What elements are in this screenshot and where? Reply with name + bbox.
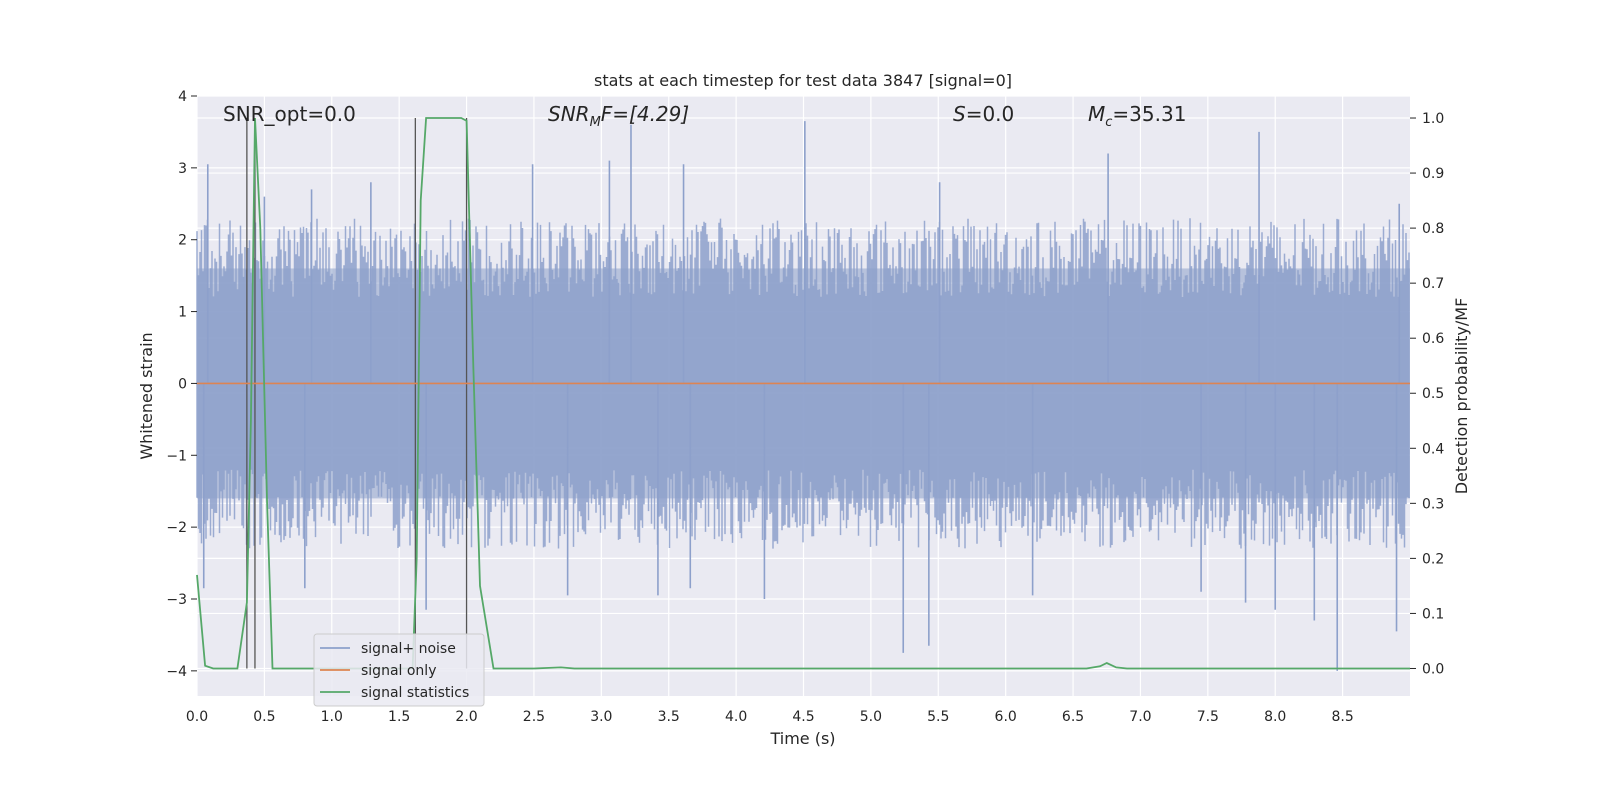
annotation-snr-mf-value: F=[4.29] <box>601 102 689 126</box>
x-tick-label: 6.0 <box>995 709 1017 725</box>
y-tick-label: −1 <box>166 448 187 464</box>
y-right-axis-label: Detection probability/MF <box>1452 298 1471 495</box>
x-tick-label: 5.0 <box>860 709 882 725</box>
x-tick-label: 2.5 <box>523 709 545 725</box>
annotation-snr-opt: SNR_opt=0.0 <box>223 102 356 126</box>
annotation-mc-value: =35.31 <box>1112 102 1186 126</box>
y-tick-label: 3 <box>178 161 187 177</box>
y-tick-label: −2 <box>166 520 187 536</box>
noise-spikes <box>202 121 1401 671</box>
annotation-mc-label: M <box>1088 102 1105 126</box>
x-tick-label: 0.5 <box>253 709 275 725</box>
x-tick-label: 2.0 <box>455 709 477 725</box>
legend: signal+ noise signal only signal statist… <box>313 633 485 707</box>
legend-label-signal-noise: signal+ noise <box>361 641 456 657</box>
x-tick-label: 4.5 <box>792 709 814 725</box>
x-tick-label: 7.0 <box>1129 709 1151 725</box>
series-lines <box>196 117 1410 670</box>
x-tick-label: 1.5 <box>388 709 410 725</box>
legend-label-signal-only: signal only <box>361 663 436 679</box>
x-tick-label: 6.5 <box>1062 709 1084 725</box>
x-axis-label: Time (s) <box>769 729 835 748</box>
tick-labels: 0.0 0.5 1.0 1.5 2.0 2.5 3.0 3.5 4.0 4.5 5.0 5.5 6.0 6… <box>166 89 1444 725</box>
annotation-s-value: =0.0 <box>966 102 1015 126</box>
y-tick-label: 4 <box>178 89 187 105</box>
y-right-tick-label: 1.0 <box>1422 111 1444 127</box>
y-right-tick-label: 0.2 <box>1422 551 1444 567</box>
annotation-snr-mf-label: SNR <box>548 102 590 126</box>
x-tick-label: 8.5 <box>1331 709 1353 725</box>
y-tick-label: 1 <box>178 305 187 321</box>
series-signal-statistics <box>196 117 1410 670</box>
y-right-tick-label: 0.9 <box>1422 166 1444 182</box>
y-axis-label: Whitened strain <box>137 332 156 459</box>
x-tick-label: 7.5 <box>1197 709 1219 725</box>
x-tick-label: 4.0 <box>725 709 747 725</box>
y-right-tick-label: 0.7 <box>1422 276 1444 292</box>
x-tick-label: 3.5 <box>658 709 680 725</box>
x-tick-label: 8.0 <box>1264 709 1286 725</box>
y-right-tick-label: 0.0 <box>1422 661 1444 677</box>
annotation-s: S=0.0 <box>953 102 1014 126</box>
y-tick-label: −4 <box>166 664 187 680</box>
y-right-tick-label: 0.6 <box>1422 331 1444 347</box>
y-tick-label: −3 <box>166 592 187 608</box>
annotation-mc: Mc=35.31 <box>1088 102 1186 130</box>
y-right-tick-label: 0.3 <box>1422 496 1444 512</box>
legend-box <box>313 633 485 707</box>
x-tick-label: 5.5 <box>927 709 949 725</box>
y-right-tick-label: 0.5 <box>1422 386 1444 402</box>
annotation-s-label: S <box>953 102 966 126</box>
annotation-snr-mf-sub: M <box>590 115 601 130</box>
legend-label-signal-statistics: signal statistics <box>361 685 469 701</box>
y-right-tick-label: 0.8 <box>1422 221 1444 237</box>
chart-title: stats at each timestep for test data 384… <box>594 71 1012 90</box>
x-tick-label: 1.0 <box>321 709 343 725</box>
y-right-tick-label: 0.4 <box>1422 441 1444 457</box>
annotation-mc-sub: c <box>1105 115 1112 130</box>
x-tick-label: 3.0 <box>590 709 612 725</box>
y-tick-label: 0 <box>178 376 187 392</box>
x-tick-label: 0.0 <box>186 709 208 725</box>
y-right-tick-label: 0.1 <box>1422 606 1444 622</box>
annotation-snr-mf: SNRMF=[4.29] <box>548 102 689 130</box>
y-tick-label: 2 <box>178 233 187 249</box>
